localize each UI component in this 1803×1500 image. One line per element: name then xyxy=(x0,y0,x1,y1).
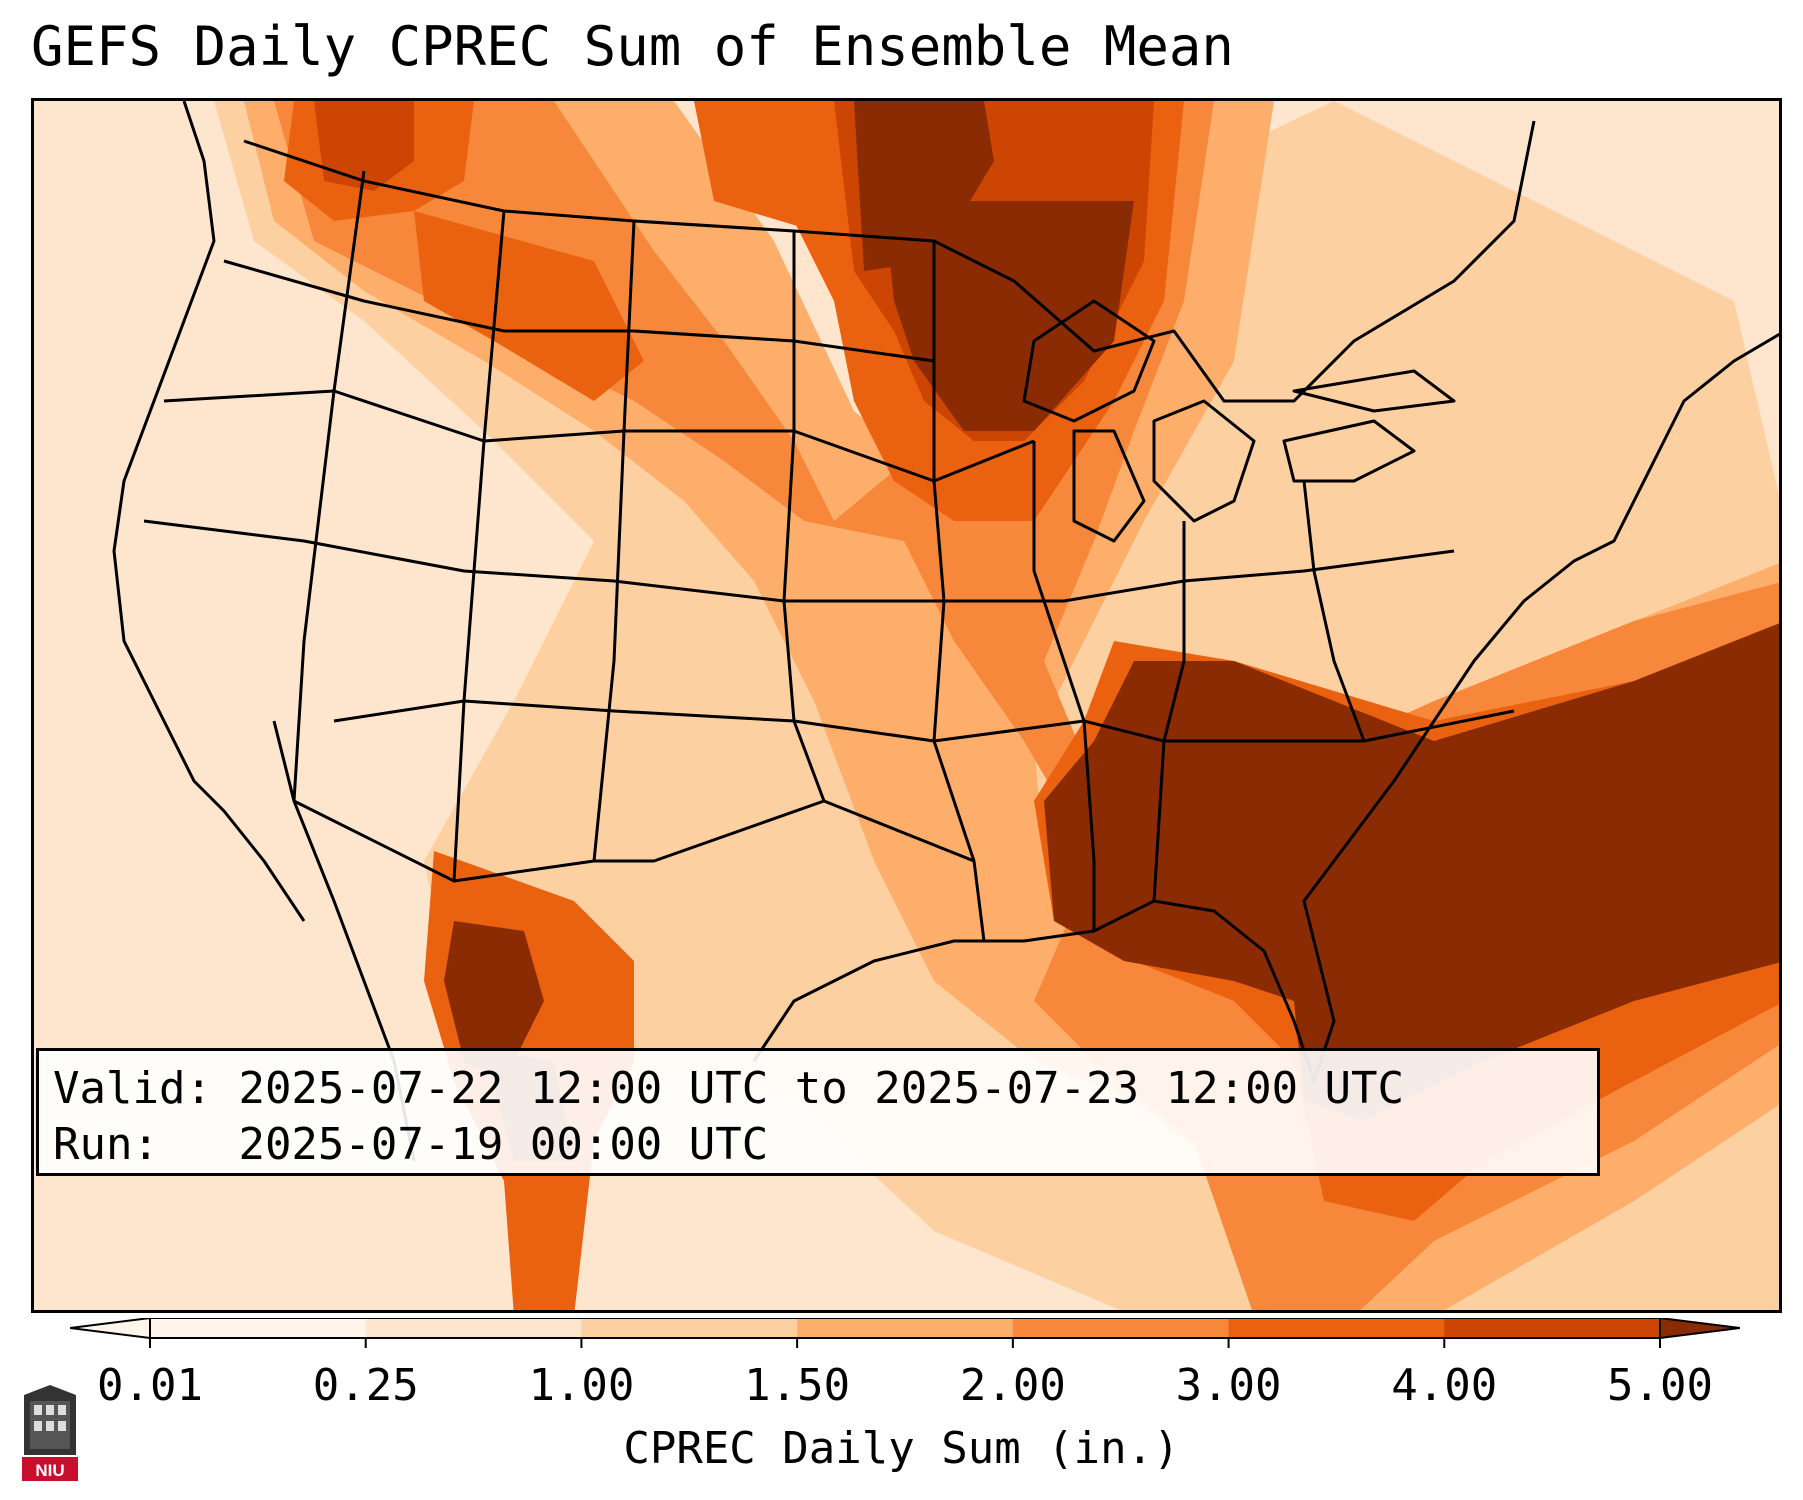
colorbar-tick-label: 1.00 xyxy=(528,1360,635,1411)
precip-contour xyxy=(314,101,414,191)
precip-contour xyxy=(1044,623,1779,1121)
boundary-line xyxy=(1072,429,1146,543)
logo-text: NIU xyxy=(35,1461,64,1480)
valid-value: 2025-07-22 12:00 UTC to 2025-07-23 12:00… xyxy=(238,1063,1405,1114)
boundary-line xyxy=(1292,369,1456,413)
boundary-line xyxy=(143,519,1455,603)
colorbar-segment xyxy=(1228,1318,1445,1338)
boundary-line xyxy=(1152,521,1186,902)
colorbar-segment xyxy=(150,1318,367,1338)
boundary-line xyxy=(333,699,1515,743)
boundary-line xyxy=(292,170,366,802)
boundary-line xyxy=(932,241,986,942)
colorbar-tick-label: 0.01 xyxy=(97,1360,203,1411)
precip-contour xyxy=(884,201,1134,431)
boundary-line xyxy=(293,799,975,883)
university-tower-icon: NIU xyxy=(22,1385,78,1481)
colorbar-tick-label: 1.50 xyxy=(744,1360,851,1411)
precip-map xyxy=(34,101,1779,1310)
boundary-line xyxy=(1152,399,1256,523)
boundary-line xyxy=(1523,332,1779,603)
colorbar-label: CPREC Daily Sum (in.) xyxy=(623,1423,1180,1474)
colorbar-tick-label: 2.00 xyxy=(959,1360,1066,1411)
valid-run-info-box: Valid: 2025-07-22 12:00 UTC to 2025-07-2… xyxy=(36,1048,1600,1176)
boundary-line xyxy=(243,120,1536,403)
colorbar-tick-label: 4.00 xyxy=(1391,1360,1498,1411)
colorbar-segment xyxy=(365,1318,582,1338)
colorbar-segment xyxy=(1012,1318,1230,1338)
map-frame xyxy=(31,98,1782,1313)
boundary-line xyxy=(1302,480,1366,742)
boundary-line xyxy=(223,259,935,363)
map-title: GEFS Daily CPREC Sum of Ensemble Mean xyxy=(31,15,1234,78)
state-borders xyxy=(112,101,1779,1162)
boundary-line xyxy=(1282,419,1416,483)
boundary-line xyxy=(1022,299,1156,423)
valid-label: Valid: xyxy=(53,1063,212,1114)
boundary-line xyxy=(1032,441,1096,931)
colorbar-outline xyxy=(149,1318,1661,1339)
boundary-line xyxy=(592,220,636,862)
colorbar-extend-high xyxy=(1659,1318,1740,1340)
colorbar xyxy=(70,1318,1740,1348)
run-value: 2025-07-19 00:00 UTC xyxy=(238,1119,769,1170)
colorbar-extend-low xyxy=(70,1318,151,1340)
colorbar-segment xyxy=(1444,1318,1661,1338)
boundary-line xyxy=(752,600,1526,1083)
run-label: Run: xyxy=(53,1119,159,1170)
precip-contour xyxy=(444,921,544,1081)
precip-contour xyxy=(414,211,644,401)
colorbar-tick-label: 5.00 xyxy=(1607,1360,1713,1411)
colorbar-tick-label: 3.00 xyxy=(1175,1360,1282,1411)
colorbar-tick-label: 0.25 xyxy=(312,1360,419,1411)
colorbar-segment xyxy=(581,1318,798,1338)
boundary-line xyxy=(163,389,1035,483)
colorbar-segment xyxy=(797,1318,1014,1338)
boundary-line xyxy=(112,101,306,922)
